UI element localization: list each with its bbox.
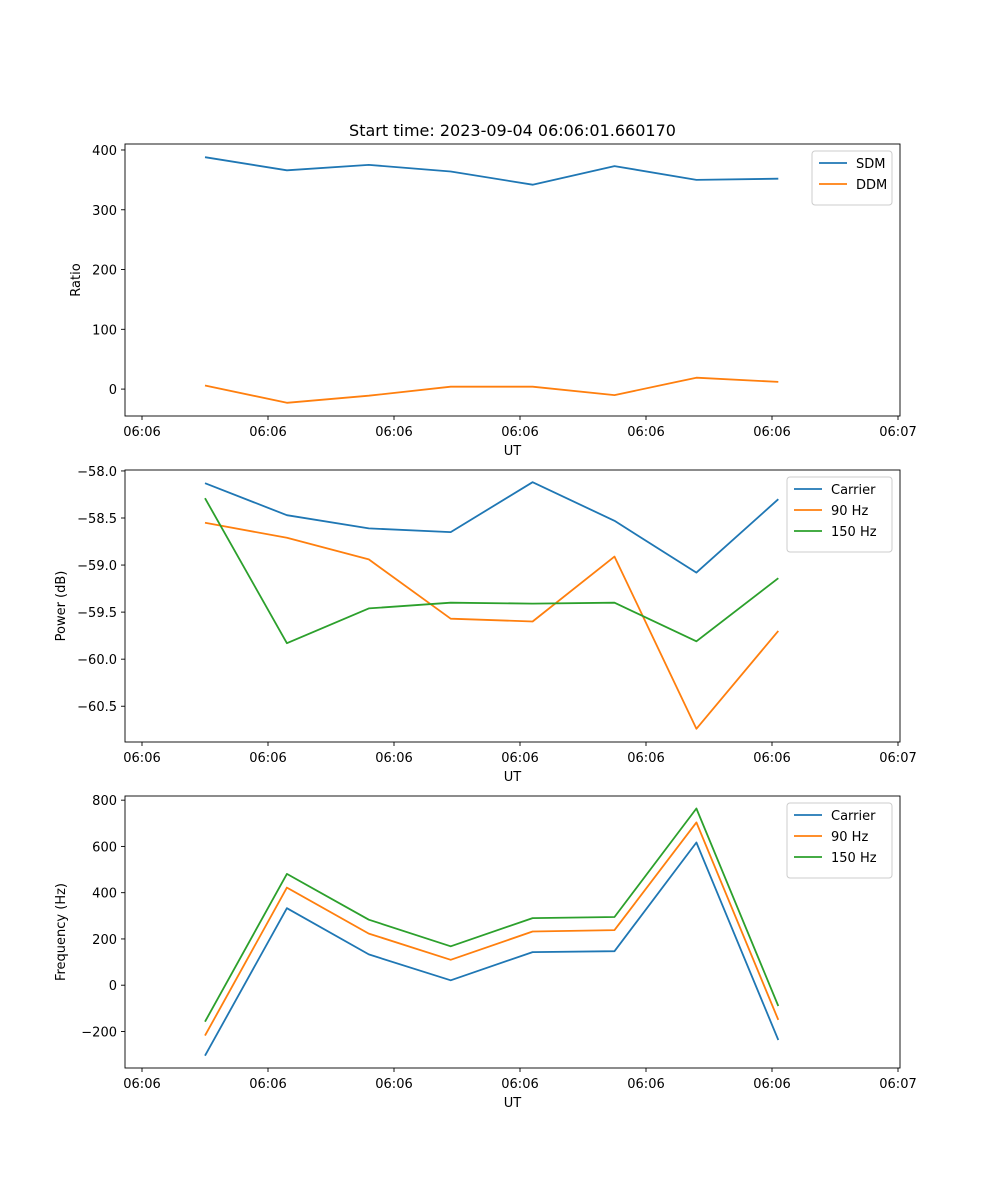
x-tick-label: 06:06 bbox=[249, 751, 286, 766]
legend-label-carrier: Carrier bbox=[831, 483, 876, 498]
y-tick-label: 600 bbox=[92, 840, 117, 855]
series-line-150-hz bbox=[204, 497, 779, 645]
y-tick-label: −58.0 bbox=[77, 465, 117, 480]
y-tick-label: 100 bbox=[92, 323, 117, 338]
x-tick-label: 06:07 bbox=[879, 425, 916, 440]
y-tick-label: 0 bbox=[109, 383, 117, 398]
x-tick-label: 06:06 bbox=[501, 1077, 538, 1092]
axes-frame bbox=[124, 143, 901, 417]
x-tick-label: 06:06 bbox=[753, 751, 790, 766]
legend-box bbox=[786, 802, 893, 879]
y-tick-label: 200 bbox=[92, 264, 117, 279]
subplot-2: 06:06 06:06 06:06 06:06 06:06 06:06 06:07 −58.0… bbox=[54, 465, 917, 785]
y-tick-label: −59.0 bbox=[77, 559, 117, 574]
x-tick-label: 06:06 bbox=[375, 1077, 412, 1092]
legend-label-sdm: SDM bbox=[856, 157, 885, 172]
legend-label-90-hz: 90 Hz bbox=[831, 504, 868, 519]
y-tick-label: −60.5 bbox=[77, 700, 117, 715]
x-tick-label: 06:06 bbox=[627, 425, 664, 440]
y-tick-label: 200 bbox=[92, 933, 117, 948]
legend: Carrier 90 Hz 150 Hz bbox=[786, 476, 893, 553]
axes-frame bbox=[124, 795, 901, 1069]
series-line-carrier bbox=[204, 481, 779, 574]
y-tick-label: −58.5 bbox=[77, 512, 117, 527]
x-tick-label: 06:06 bbox=[123, 751, 160, 766]
legend-label-90-hz: 90 Hz bbox=[831, 830, 868, 845]
x-tick-label: 06:06 bbox=[123, 1077, 160, 1092]
x-tick-label: 06:06 bbox=[627, 751, 664, 766]
y-axis-label: Power (dB) bbox=[54, 571, 69, 642]
y-tick-label: 300 bbox=[92, 204, 117, 219]
y-tick-label: 400 bbox=[92, 887, 117, 902]
x-tick-label: 06:06 bbox=[627, 1077, 664, 1092]
x-tick-label: 06:07 bbox=[879, 1077, 916, 1092]
y-tick-label: 0 bbox=[109, 979, 117, 994]
y-tick-label: −60.0 bbox=[77, 653, 117, 668]
x-tick-label: 06:06 bbox=[501, 751, 538, 766]
legend-label-150-hz: 150 Hz bbox=[831, 525, 877, 540]
x-tick-label: 06:06 bbox=[249, 425, 286, 440]
x-tick-label: 06:06 bbox=[753, 1077, 790, 1092]
subplot-3: 06:06 06:06 06:06 06:06 06:06 06:06 06:07 −200 0… bbox=[54, 794, 917, 1111]
legend: Carrier 90 Hz 150 Hz bbox=[786, 802, 893, 879]
y-axis-label: Ratio bbox=[69, 263, 84, 296]
legend-box bbox=[786, 476, 893, 553]
legend-label-150-hz: 150 Hz bbox=[831, 851, 877, 866]
series-line-sdm bbox=[204, 156, 779, 186]
figure-title: Start time: 2023-09-04 06:06:01.660170 bbox=[349, 121, 676, 140]
x-tick-label: 06:06 bbox=[501, 425, 538, 440]
axes-frame bbox=[124, 469, 901, 743]
x-tick-label: 06:06 bbox=[375, 751, 412, 766]
series-line-150-hz bbox=[204, 807, 780, 1023]
x-axis-label: UT bbox=[504, 1096, 522, 1111]
subplot-1: 06:06 06:06 06:06 06:06 06:06 06:06 06:07 0 100 2… bbox=[69, 143, 917, 459]
x-tick-label: 06:07 bbox=[879, 751, 916, 766]
x-tick-label: 06:06 bbox=[123, 425, 160, 440]
x-tick-label: 06:06 bbox=[375, 425, 412, 440]
legend-label-ddm: DDM bbox=[856, 178, 887, 193]
x-axis-label: UT bbox=[504, 770, 522, 785]
legend-label-carrier: Carrier bbox=[831, 809, 876, 824]
x-tick-label: 06:06 bbox=[249, 1077, 286, 1092]
legend: SDM DDM bbox=[811, 150, 893, 206]
series-line-90-hz bbox=[204, 821, 780, 1037]
series-line-ddm bbox=[204, 376, 779, 404]
y-tick-label: −59.5 bbox=[77, 606, 117, 621]
x-axis-label: UT bbox=[504, 444, 522, 459]
series-line-carrier bbox=[204, 841, 780, 1057]
y-tick-label: 800 bbox=[92, 794, 117, 809]
y-axis-label: Frequency (Hz) bbox=[54, 883, 69, 981]
y-tick-label: −200 bbox=[81, 1025, 117, 1040]
x-tick-label: 06:06 bbox=[753, 425, 790, 440]
series-line-90-hz bbox=[204, 521, 779, 730]
legend-box bbox=[811, 150, 893, 206]
y-tick-label: 400 bbox=[92, 144, 117, 159]
